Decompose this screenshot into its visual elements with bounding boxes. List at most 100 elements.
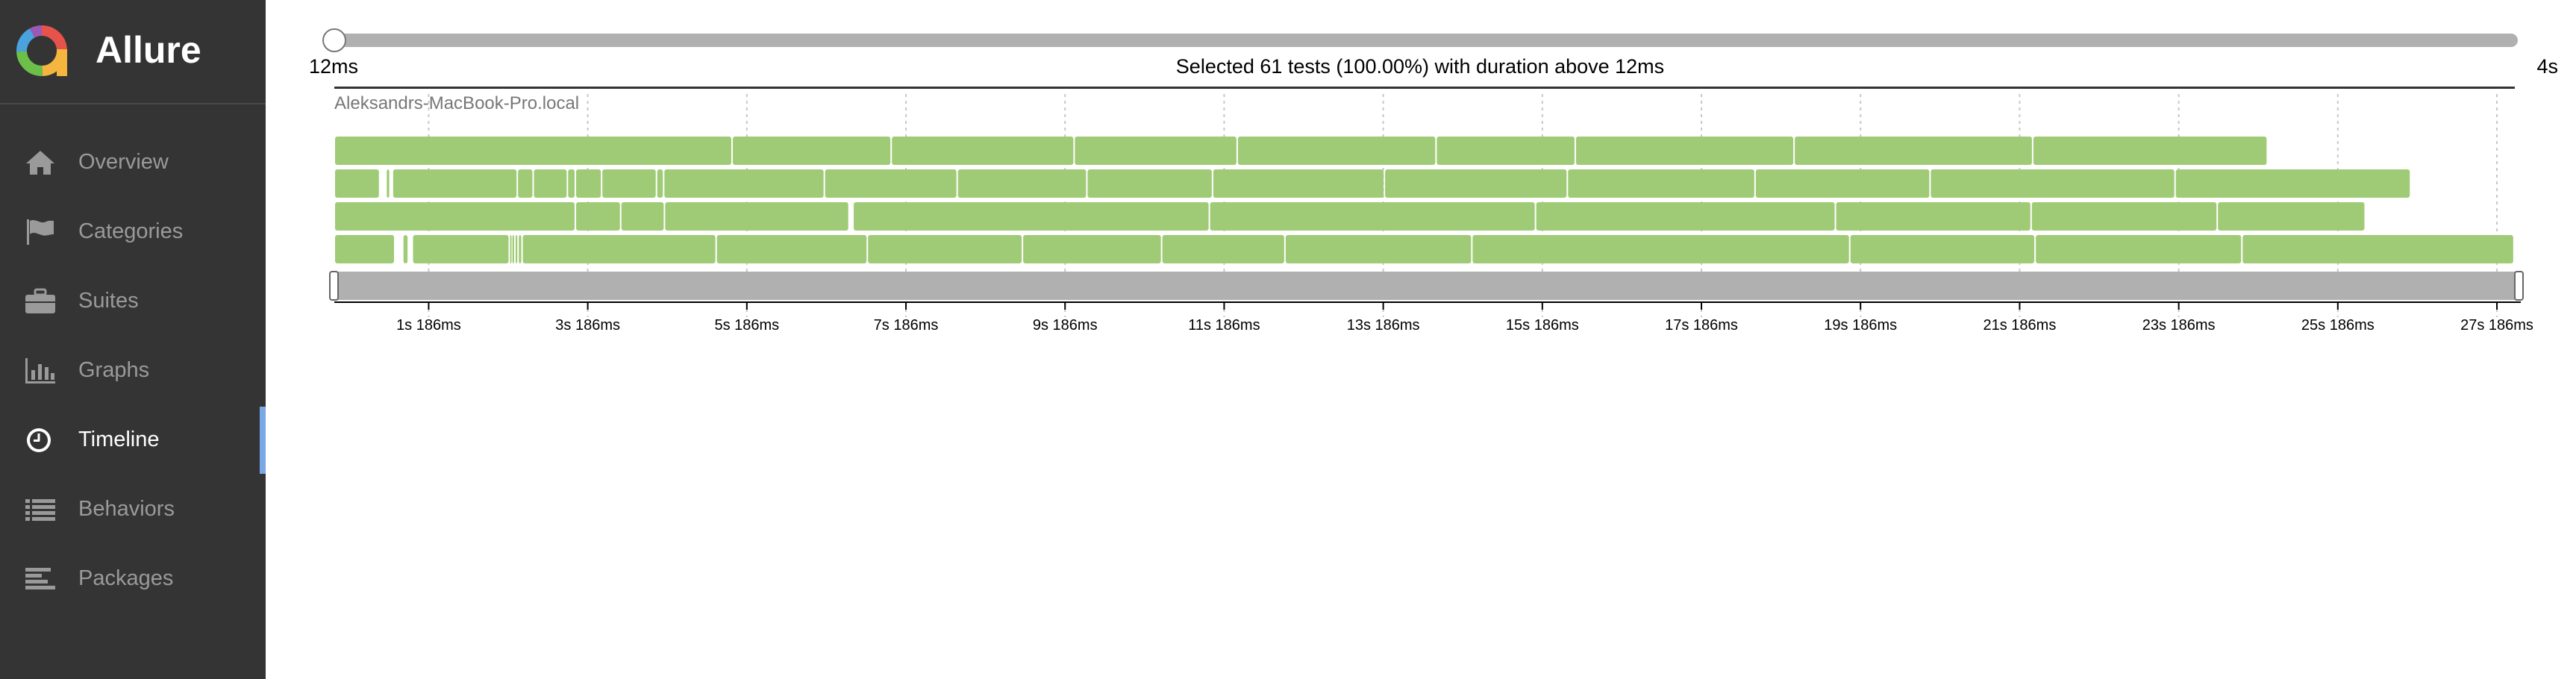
sidebar-item-behaviors[interactable]: Behaviors (0, 476, 266, 543)
timeline-top-border (334, 87, 2515, 89)
filter-min-label: 12ms (309, 55, 359, 78)
host-label: Aleksandrs-MacBook-Pro.local (334, 93, 580, 113)
test-bar[interactable] (335, 202, 575, 231)
sidebar-item-label: Graphs (78, 358, 150, 382)
test-bar[interactable] (515, 235, 518, 263)
test-bar[interactable] (335, 137, 731, 165)
x-axis-tick-label: 7s 186ms (874, 317, 939, 334)
test-bar[interactable] (1850, 235, 2035, 263)
home-icon (26, 151, 54, 175)
test-bar[interactable] (665, 202, 848, 231)
sidebar-item-label: Behaviors (78, 497, 175, 521)
sidebar-item-label: Timeline (78, 428, 160, 451)
test-bar[interactable] (2242, 235, 2513, 263)
x-axis-tick-label: 1s 186ms (396, 317, 461, 334)
test-bar[interactable] (1162, 235, 1284, 263)
test-bar[interactable] (664, 169, 824, 198)
test-bar[interactable] (568, 169, 575, 198)
range-brush-right-handle[interactable] (2514, 271, 2524, 301)
clock-icon (27, 428, 51, 452)
x-axis-tick-label: 17s 186ms (1665, 317, 1738, 334)
test-bar[interactable] (2175, 169, 2410, 198)
range-brush-left-handle[interactable] (329, 271, 339, 301)
test-bar[interactable] (854, 202, 1209, 231)
align-left-icon (25, 568, 55, 589)
test-bar[interactable] (602, 169, 656, 198)
test-bar[interactable] (957, 169, 1087, 198)
filter-summary-text: Selected 61 tests (100.00%) with duratio… (1175, 55, 1665, 78)
sidebar-item-timeline[interactable]: Timeline (0, 407, 266, 474)
x-axis-tick-label: 21s 186ms (1983, 317, 2057, 334)
x-axis-tick-label: 25s 186ms (2301, 317, 2375, 334)
sidebar-item-label: Packages (78, 566, 174, 590)
test-bar[interactable] (1568, 169, 1754, 198)
sidebar-item-categories[interactable]: Categories (0, 198, 266, 266)
test-bar[interactable] (1472, 235, 1849, 263)
test-bar[interactable] (575, 169, 601, 198)
test-bar[interactable] (387, 169, 390, 198)
test-bar[interactable] (1023, 235, 1161, 263)
briefcase-icon (25, 288, 55, 313)
duration-filter-handle[interactable] (322, 28, 346, 52)
test-bar[interactable] (2033, 137, 2267, 165)
test-bar[interactable] (512, 235, 514, 263)
test-bar[interactable] (522, 235, 716, 263)
test-bar[interactable] (575, 202, 620, 231)
timeline-panel: 12ms Selected 61 tests (100.00%) with du… (266, 0, 2576, 679)
test-bar[interactable] (413, 235, 509, 263)
allure-logo-icon (16, 25, 67, 76)
duration-filter-slider[interactable] (331, 34, 2518, 47)
test-bar[interactable] (1075, 137, 1237, 165)
test-bar[interactable] (2218, 202, 2365, 231)
test-bar[interactable] (657, 169, 663, 198)
test-bar[interactable] (892, 137, 1074, 165)
test-bar[interactable] (518, 169, 533, 198)
test-bar[interactable] (1237, 137, 1436, 165)
test-bar[interactable] (1755, 169, 1930, 198)
test-bar[interactable] (510, 235, 512, 263)
x-axis-tick-label: 19s 186ms (1824, 317, 1897, 334)
test-bar[interactable] (868, 235, 1022, 263)
test-bar[interactable] (393, 169, 517, 198)
brand-header[interactable]: Allure (0, 0, 266, 104)
bar-chart-icon (25, 358, 55, 384)
timeline-chart: 1s 186ms 3s 186ms 5s 186ms 7s 186ms 9s 186ms… (329, 94, 2533, 334)
x-axis-tick-label: 5s 186ms (714, 317, 779, 334)
test-bar[interactable] (2031, 202, 2217, 231)
test-bar[interactable] (335, 235, 395, 263)
range-brush[interactable] (337, 272, 2519, 300)
test-bar[interactable] (1536, 202, 1835, 231)
x-axis-tick-label: 3s 186ms (555, 317, 620, 334)
sidebar-item-graphs[interactable]: Graphs (0, 337, 266, 404)
test-bar[interactable] (1087, 169, 1212, 198)
sidebar-item-suites[interactable]: Suites (0, 268, 266, 335)
test-bar[interactable] (1285, 235, 1472, 263)
test-bar[interactable] (1385, 169, 1567, 198)
test-bar[interactable] (2036, 235, 2242, 263)
test-bar[interactable] (733, 137, 891, 165)
sidebar-item-packages[interactable]: Packages (0, 545, 266, 613)
test-bar[interactable] (1210, 202, 1535, 231)
x-axis-tick-label: 13s 186ms (1347, 317, 1420, 334)
test-bar[interactable] (1931, 169, 2175, 198)
test-bar[interactable] (825, 169, 957, 198)
test-bar[interactable] (716, 235, 867, 263)
test-bar[interactable] (1213, 169, 1384, 198)
filter-max-label: 4s (2536, 55, 2558, 78)
sidebar-item-label: Categories (78, 219, 184, 243)
app-title: Allure (96, 29, 201, 71)
x-axis-tick-label: 11s 186ms (1188, 317, 1260, 334)
x-axis-tick-label: 9s 186ms (1033, 317, 1098, 334)
test-bar[interactable] (519, 235, 522, 263)
test-bar[interactable] (1836, 202, 2031, 231)
test-bar[interactable] (1795, 137, 2032, 165)
test-bar[interactable] (1575, 137, 1794, 165)
test-bar[interactable] (335, 169, 379, 198)
test-bar[interactable] (1437, 137, 1575, 165)
flag-icon (27, 219, 54, 245)
x-axis-tick-label: 27s 186ms (2460, 317, 2533, 334)
test-bar[interactable] (403, 235, 408, 263)
sidebar-item-overview[interactable]: Overview (0, 129, 266, 196)
test-bar[interactable] (534, 169, 567, 198)
test-bar[interactable] (621, 202, 664, 231)
